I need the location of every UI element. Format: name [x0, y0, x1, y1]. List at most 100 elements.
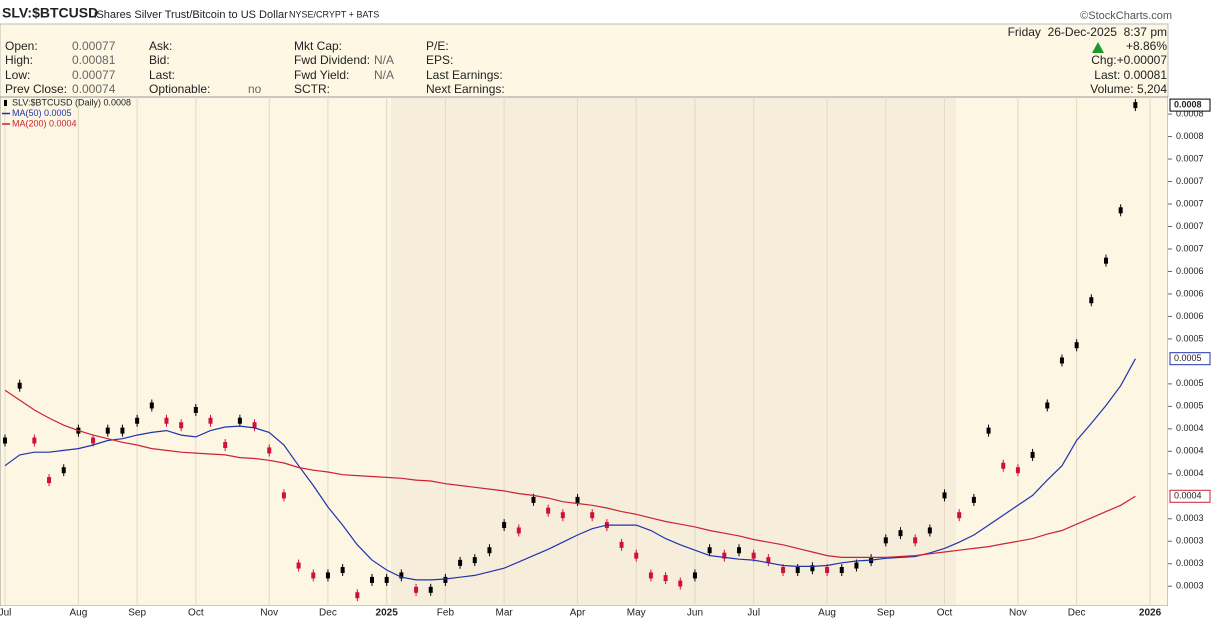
y-tick-label: 0.0006: [1176, 288, 1204, 298]
y-tick-label: 0.0006: [1176, 266, 1204, 276]
candle: [428, 586, 433, 593]
candle: [399, 572, 404, 579]
candle: [105, 427, 110, 434]
volume: Volume: 5,204: [1090, 82, 1167, 96]
candle: [355, 592, 360, 599]
candle: [1045, 402, 1050, 409]
y-tick-label: 0.0003: [1176, 536, 1204, 546]
candle: [340, 567, 345, 574]
candle: [1089, 297, 1094, 304]
quote-value: no: [248, 82, 262, 96]
candle: [722, 552, 727, 559]
y-tick-label: 0.0003: [1176, 581, 1204, 591]
symbol: SLV:$BTCUSD: [2, 5, 98, 21]
candle: [766, 557, 771, 564]
quote-value: N/A: [374, 68, 394, 82]
candle: [179, 422, 184, 429]
candle: [237, 417, 242, 424]
quote-label: EPS:: [426, 53, 453, 67]
y-tick-label: 0.0004: [1176, 423, 1204, 433]
candle: [164, 417, 169, 424]
up-arrow: [1092, 42, 1104, 53]
candle: [61, 467, 66, 474]
x-tick-label: 2026: [1139, 608, 1162, 619]
candle: [47, 477, 52, 484]
candle: [17, 382, 22, 389]
candle: [414, 586, 419, 593]
candle: [737, 547, 741, 554]
x-tick-label: Feb: [437, 608, 455, 619]
y-tick-label: 0.0004: [1176, 468, 1204, 478]
last-value-label: 0.0005: [1174, 353, 1202, 363]
candle: [1118, 207, 1123, 214]
candle: [384, 576, 389, 583]
candle: [590, 512, 595, 519]
candle: [927, 527, 932, 534]
candle: [898, 530, 903, 537]
quote-panel: [0, 23, 1169, 98]
x-tick-label: Jul: [747, 608, 760, 619]
y-tick-label: 0.0007: [1176, 198, 1204, 208]
candle: [252, 422, 257, 429]
candle: [825, 567, 830, 574]
quote-label: High:: [5, 53, 33, 67]
quote-label: SCTR:: [294, 82, 330, 96]
candle: [575, 496, 580, 503]
candle: [32, 437, 37, 444]
x-tick-label: Oct: [188, 608, 204, 619]
quote-label: Last:: [149, 68, 175, 82]
quote-value: 0.00081: [72, 53, 116, 67]
legend-label: MA(200) 0.0004: [12, 118, 77, 128]
quote-value: N/A: [374, 53, 394, 67]
candle: [619, 541, 624, 548]
candle: [707, 547, 712, 554]
change-pct: +8.86%: [1126, 39, 1167, 53]
candle: [986, 427, 991, 434]
candle: [1104, 257, 1108, 264]
x-tick-label: Sep: [877, 608, 895, 619]
x-tick-label: Nov: [1009, 608, 1027, 619]
last-value-label: 0.0004: [1174, 491, 1202, 501]
ma-line: [4, 358, 1136, 581]
x-tick-label: 2025: [376, 608, 399, 619]
last-value-box: [1169, 352, 1211, 366]
y-tick-label: 0.0004: [1176, 446, 1204, 456]
candle: [281, 492, 286, 499]
y-tick-label: 0.0007: [1176, 243, 1204, 253]
candle: [223, 442, 228, 449]
last: Last: 0.00081: [1094, 68, 1167, 82]
x-tick-label: Dec: [319, 608, 337, 619]
y-tick-label: 0.0007: [1176, 221, 1204, 231]
quote-label: Fwd Dividend:: [294, 53, 370, 67]
x-tick-label: Jul: [0, 608, 11, 619]
last-value-box: [1169, 489, 1211, 503]
candle: [971, 496, 976, 503]
exchange: NYSE/CRYPT + BATS: [289, 9, 379, 19]
x-tick-label: Nov: [260, 608, 278, 619]
quote-value: 0.00074: [72, 82, 116, 96]
legend-label: SLV:$BTCUSD (Daily) 0.0008: [12, 97, 131, 107]
quote-label: Next Earnings:: [426, 82, 505, 96]
x-tick-label: Oct: [937, 608, 953, 619]
candle: [560, 512, 565, 519]
candle: [648, 572, 653, 579]
candle: [472, 557, 477, 564]
y-tick-label: 0.0008: [1176, 108, 1204, 118]
candle: [1030, 451, 1035, 458]
quote-label: Mkt Cap:: [294, 39, 342, 53]
credit: ©StockCharts.com: [1080, 10, 1172, 22]
candle: [149, 402, 154, 409]
candle: [135, 417, 140, 424]
x-tick-label: Sep: [128, 608, 146, 619]
y-tick-label: 0.0007: [1176, 176, 1204, 186]
quote-label: Last Earnings:: [426, 68, 503, 82]
quote-value: 0.00077: [72, 39, 116, 53]
candle: [443, 576, 448, 583]
x-tick-label: Jun: [687, 608, 703, 619]
candle: [370, 576, 374, 583]
candle: [663, 575, 668, 582]
candle: [546, 507, 551, 514]
candle: [854, 562, 859, 569]
candle: [751, 552, 756, 559]
x-axis: [0, 606, 1211, 619]
